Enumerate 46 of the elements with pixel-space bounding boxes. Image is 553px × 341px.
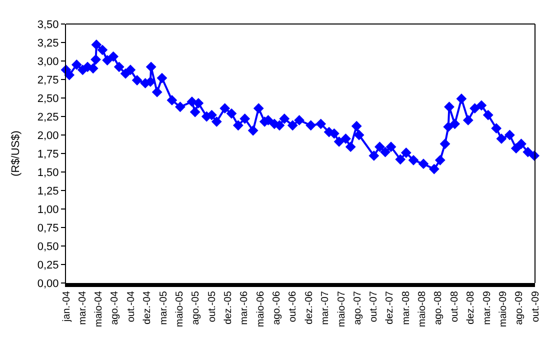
- x-tick-label: mar.-08: [400, 290, 412, 325]
- x-tick-label: ago.-04: [110, 290, 121, 325]
- x-tick-label: out.-08: [449, 290, 460, 322]
- y-tick-label: 1,00: [37, 204, 59, 216]
- x-tick-label: maio-05: [174, 290, 186, 328]
- x-tick-label: out.-04: [126, 290, 137, 322]
- y-tick-label: 2,75: [37, 74, 59, 86]
- x-tick-label: maio-06: [255, 290, 266, 328]
- x-tick-label: jan.-04: [61, 290, 72, 323]
- x-tick-label: ago.-08: [433, 290, 444, 325]
- x-tick-label: out.-09: [530, 290, 542, 322]
- y-tick-label: 0,25: [37, 259, 59, 272]
- x-tick-label: maio-07: [336, 290, 348, 328]
- x-tick-label: mar.-07: [320, 290, 332, 325]
- x-tick-label: maio-04: [94, 290, 105, 328]
- x-tick-label: mar.-09: [482, 290, 493, 325]
- x-tick-label: mar.-06: [239, 290, 250, 325]
- y-tick-label: 2,25: [37, 111, 59, 124]
- x-tick-label: maio-08: [417, 290, 428, 328]
- x-tick-label: ago.-05: [190, 290, 202, 325]
- y-tick-label: 0,00: [37, 278, 59, 290]
- y-tick-label: 1,50: [37, 166, 59, 179]
- x-tick-label: maio-09: [498, 290, 510, 328]
- x-tick-label: dez.-04: [142, 290, 154, 324]
- y-tick-label: 1,25: [37, 185, 59, 198]
- x-tick-label: ago.-06: [271, 290, 282, 325]
- y-tick-label: 0,50: [37, 240, 59, 253]
- x-tick-label: mar.-04: [77, 290, 88, 325]
- x-tick-label: out.-07: [368, 290, 380, 322]
- y-tick-label: 3,50: [37, 18, 59, 31]
- y-tick-label: 1,75: [37, 148, 59, 160]
- x-tick-label: dez.-08: [466, 290, 477, 324]
- x-tick-label: mar.-05: [158, 290, 170, 325]
- x-tick-label: out.-05: [206, 290, 218, 322]
- x-tick-label: dez.-06: [304, 290, 315, 324]
- x-tick-label: out.-06: [288, 290, 299, 322]
- y-axis-title: (R$/US$): [10, 130, 22, 176]
- x-tick-label: ago.-09: [514, 290, 526, 325]
- y-tick-label: 2,00: [37, 130, 59, 142]
- y-tick-label: 3,25: [37, 37, 59, 50]
- y-tick-label: 2,50: [37, 92, 59, 105]
- y-tick-label: 0,75: [37, 222, 59, 234]
- x-tick-label: ago.-07: [352, 290, 364, 325]
- x-tick-label: dez.-07: [384, 290, 396, 324]
- x-tick-label: dez.-05: [222, 290, 234, 324]
- y-tick-label: 3,00: [37, 56, 59, 68]
